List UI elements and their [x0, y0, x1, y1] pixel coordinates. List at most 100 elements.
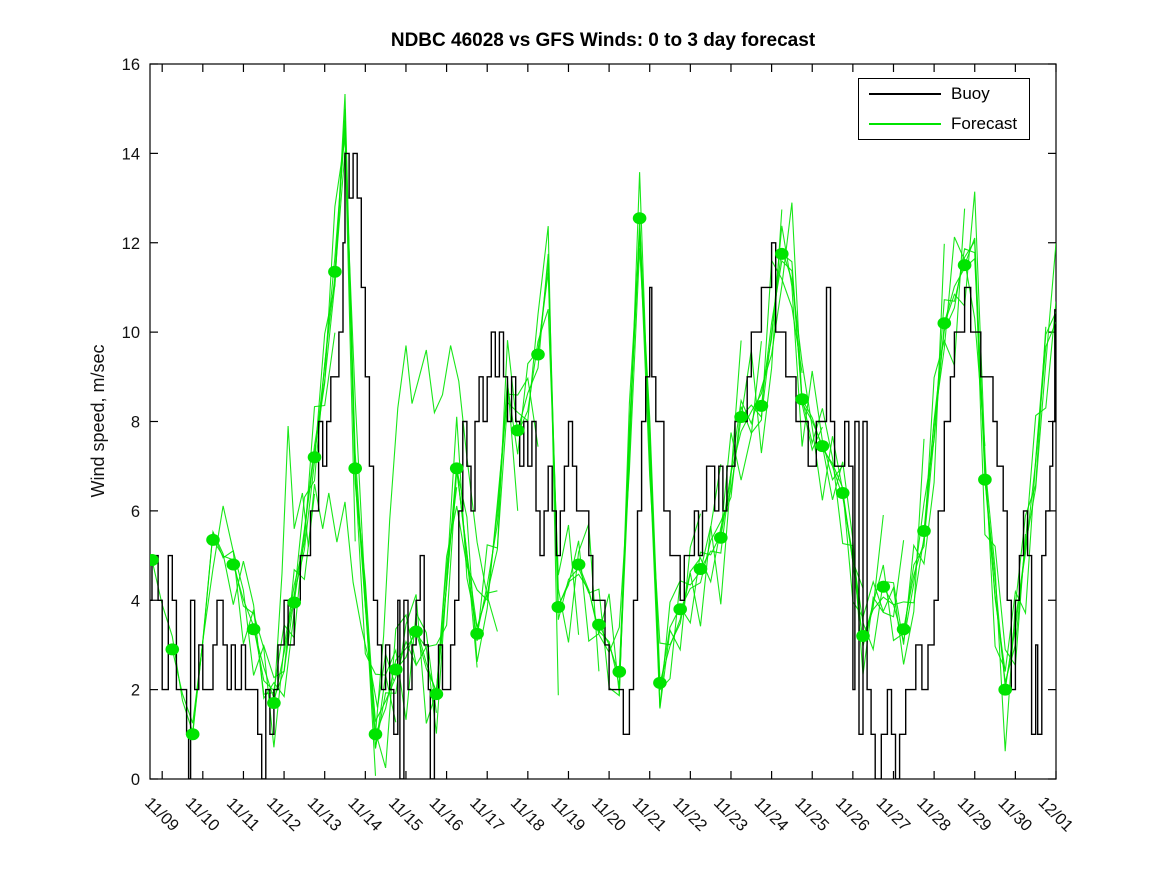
forecast-run [740, 247, 864, 589]
forecast-run [1004, 321, 1056, 690]
forecast-marker-dot [896, 623, 911, 636]
y-tick-label: 16 [122, 56, 140, 74]
forecast-marker-dot [775, 247, 789, 260]
legend-label-forecast: Forecast [951, 113, 1018, 133]
forecast-run [903, 239, 1027, 667]
x-tick-label: 11/22 [669, 794, 710, 835]
forecast-marker-dot [835, 487, 850, 499]
x-tick-label: 11/12 [263, 794, 304, 835]
forecast-marker-dot [150, 554, 159, 566]
x-tick-label: 11/15 [385, 794, 426, 835]
forecast-marker-dot [937, 317, 952, 330]
forecast-marker-dot [470, 627, 484, 640]
forecast-run [964, 237, 1056, 683]
x-tick-label: 11/28 [913, 794, 954, 835]
legend-item-buoy: Buoy [859, 80, 1029, 108]
legend-label-buoy: Buoy [951, 84, 990, 104]
x-tick-label: 11/27 [872, 794, 913, 835]
x-tick-label: 11/29 [954, 794, 995, 835]
forecast-run [639, 218, 762, 690]
forecast-marker-dot [653, 676, 667, 689]
forecast-marker-dot [693, 563, 708, 575]
y-tick-label: 4 [131, 592, 140, 610]
forecast-marker-dot [917, 525, 931, 537]
forecast-marker-dot [429, 688, 444, 701]
x-tick-label: 11/17 [466, 794, 507, 835]
x-tick-label: 11/11 [223, 794, 263, 834]
forecast-marker-dot [856, 630, 870, 642]
forecast-marker-dot [978, 473, 992, 486]
forecast-run [781, 253, 905, 675]
x-tick-label: 11/24 [751, 794, 792, 835]
forecast-marker-dot [409, 625, 423, 638]
x-tick-label: 11/25 [791, 794, 832, 835]
forecast-run [598, 230, 722, 676]
forecast-marker-dot [734, 411, 748, 423]
forecast-run [659, 209, 783, 684]
forecast-marker-dot [389, 663, 403, 676]
y-tick-label: 8 [131, 414, 140, 432]
x-tick-label: 11/19 [547, 794, 588, 835]
forecast-marker-dot [185, 728, 200, 741]
forecast-marker-dot [795, 393, 809, 406]
forecast-marker-dot [571, 558, 586, 571]
forecast-markers [150, 212, 1012, 741]
axes-box [149, 63, 1057, 780]
forecast-run [679, 258, 803, 610]
forecast-outlier-run [374, 345, 498, 735]
forecast-outlier-run [273, 425, 395, 708]
forecast-marker-dot [348, 462, 363, 475]
y-tick-label: 10 [122, 324, 140, 342]
x-tick-label: 11/30 [994, 794, 1035, 835]
forecast-marker-dot [267, 697, 281, 709]
forecast-marker-dot [673, 603, 687, 616]
x-tick-label: 11/14 [344, 794, 385, 835]
forecast-marker-dot [592, 618, 606, 631]
forecast-marker-dot [307, 451, 322, 464]
x-tick-label: 11/23 [710, 794, 751, 835]
forecast-line-swatch [869, 122, 941, 125]
forecast-lines [151, 93, 1056, 776]
y-tick-label: 14 [122, 145, 140, 163]
x-tick-label: 11/09 [141, 794, 182, 835]
x-tick-label: 11/13 [304, 794, 345, 835]
forecast-marker-dot [246, 623, 261, 636]
forecast-marker-dot [531, 348, 545, 361]
forecast-marker-dot [714, 531, 728, 544]
forecast-run [984, 243, 1056, 687]
forecast-marker-dot [206, 533, 220, 546]
buoy-line-swatch [869, 93, 941, 96]
forecast-marker-dot [876, 580, 891, 593]
forecast-marker-dot [510, 424, 525, 437]
forecast-run [578, 172, 702, 709]
x-tick-label: 11/10 [182, 794, 223, 835]
forecast-marker-dot [612, 665, 627, 678]
forecast-run [395, 381, 519, 693]
forecast-marker-dot [165, 643, 180, 656]
forecast-marker-dot [632, 212, 647, 225]
axis-ticks [150, 63, 1057, 780]
forecast-run [862, 236, 986, 637]
forecast-run [943, 257, 1056, 672]
legend-item-forecast: Forecast [859, 110, 1029, 138]
y-tick-label: 0 [131, 771, 140, 789]
forecast-marker-dot [957, 259, 972, 272]
forecast-run [842, 208, 966, 644]
y-axis-label: Wind speed, m/sec [88, 344, 108, 498]
y-tick-label: 12 [122, 235, 140, 253]
forecast-marker-dot [328, 265, 342, 278]
forecast-marker-dot [368, 728, 383, 741]
forecast-marker-dot [287, 596, 302, 609]
forecast-run [171, 529, 295, 724]
y-tick-label: 2 [131, 682, 140, 700]
x-tick-label: 11/26 [832, 794, 873, 835]
forecast-marker-dot [815, 440, 830, 453]
forecast-marker-dot [754, 399, 769, 412]
chart-title: NDBC 46028 vs GFS Winds: 0 to 3 day fore… [390, 30, 816, 51]
forecast-marker-dot [551, 601, 566, 613]
legend-box: Buoy Forecast [858, 78, 1030, 140]
forecast-run [313, 128, 437, 749]
x-tick-label: 11/16 [426, 794, 467, 835]
